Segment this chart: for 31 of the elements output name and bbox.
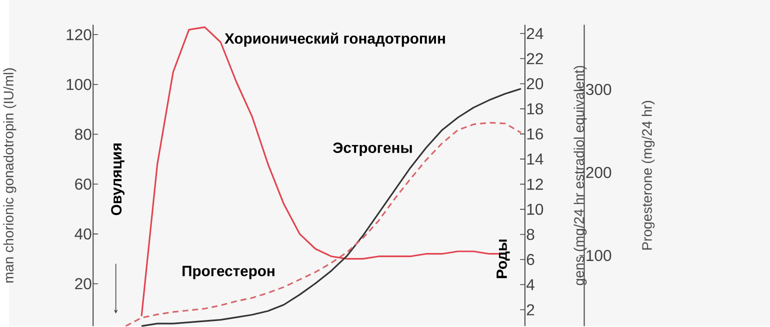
y-tick-label: 120 (66, 29, 92, 40)
y3-axis-title: Progesterone (mg/24 hr) (642, 100, 655, 250)
series-label: Хорионический гонадотропин (224, 32, 445, 47)
y-axis-title: man chorionic gonadotropin (IU/ml) (3, 68, 16, 283)
y2-tick-label: 14 (527, 154, 544, 165)
y-tick-label: 60 (75, 178, 92, 190)
y-tick-label: 40 (74, 228, 92, 240)
y2-tick-label: 10 (527, 204, 544, 215)
y2-tick-label: 22 (526, 53, 543, 64)
annotation: Овуляция (111, 144, 125, 216)
y3-tick-label: 200 (586, 166, 612, 178)
y-tick-label: 80 (75, 128, 92, 140)
y2-tick-label: 6 (526, 254, 534, 266)
y2-tick-label: 16 (527, 128, 543, 140)
y2-tick-label: 4 (526, 279, 534, 290)
y2-axis-title: gens (mg/24 hr estradiol equivalent) (574, 66, 587, 286)
y2-tick-label: 18 (527, 103, 544, 114)
y2-tick-label: 20 (526, 78, 544, 90)
series-label: Эстрогены (333, 142, 412, 156)
y2-tick-label: 2 (526, 304, 534, 316)
series-label: Прогестерон (182, 266, 274, 280)
y2-tick-label: 24 (526, 28, 544, 40)
y2-tick-label: 8 (526, 228, 534, 240)
y3-tick-label: 300 (586, 84, 612, 96)
line-series (124, 122, 522, 327)
y-tick-label: 20 (75, 278, 92, 290)
y-tick-label: 100 (66, 78, 92, 90)
line-series (140, 88, 522, 327)
y3-tick-label: 100 (586, 250, 612, 262)
annotation: Роды (496, 240, 510, 278)
y2-tick-label: 12 (527, 178, 543, 190)
